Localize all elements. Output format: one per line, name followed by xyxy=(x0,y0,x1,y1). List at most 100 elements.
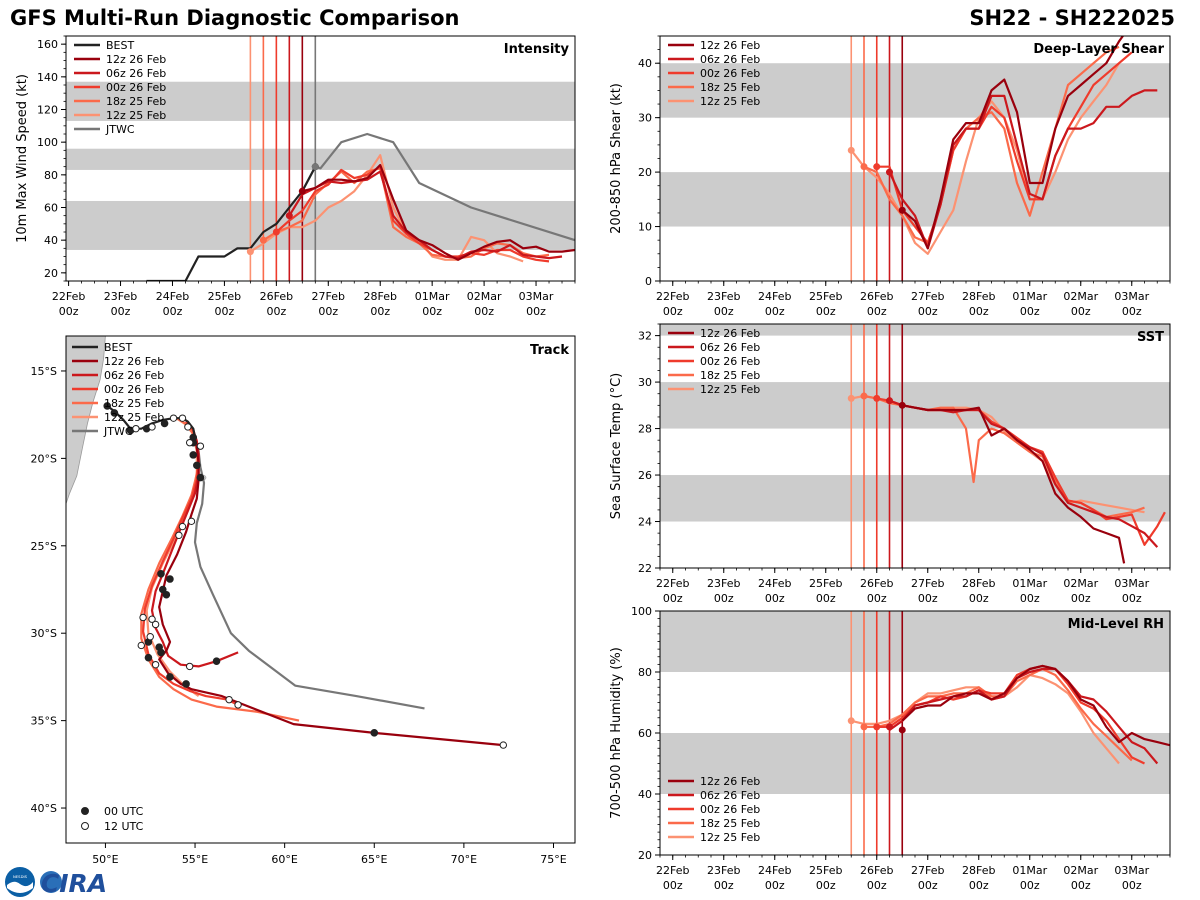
sst-xtick-label-hour: 00z xyxy=(1071,592,1091,605)
sst-plot-area xyxy=(660,324,1170,568)
sst-marker-00z-26-feb xyxy=(873,394,881,402)
intensity-band-1 xyxy=(66,148,575,170)
shear-marker-12z-26-feb xyxy=(898,206,906,214)
cira-logo: NESDIS CIRA xyxy=(5,867,107,898)
intensity-xtick-label-hour: 00z xyxy=(266,305,286,318)
shear-band-1 xyxy=(660,63,1170,118)
track-point-00utc xyxy=(189,451,198,459)
track-point-12utc xyxy=(185,438,194,447)
rh-series-12z-25-feb xyxy=(851,673,1120,765)
sst-ytick-label: 24 xyxy=(638,516,652,529)
sst-ytick-label: 28 xyxy=(638,423,652,436)
rh-plot-area xyxy=(660,611,1170,855)
track-point-12utc xyxy=(132,424,140,433)
sst-xtick-label-hour: 00z xyxy=(816,592,836,605)
rh-xtick-label-date: 23Feb xyxy=(707,864,740,877)
sst-ytick-label: 26 xyxy=(638,469,652,482)
track-xtick-label: 75°E xyxy=(540,853,566,866)
sst-xtick-label-date: 28Feb xyxy=(962,577,995,590)
track-legend-label-jtwc: JTWC xyxy=(103,425,133,438)
rh-series-12z-26-feb xyxy=(901,664,1170,747)
track-point-00utc xyxy=(157,648,165,657)
sst-band-0 xyxy=(660,475,1170,522)
track-point-12utc xyxy=(137,641,145,650)
intensity-xtick-label-date: 24Feb xyxy=(156,290,189,303)
intensity-ytick-label: 120 xyxy=(37,104,58,117)
sst-xtick-label-date: 23Feb xyxy=(707,577,740,590)
intensity-legend-label-18z-25-feb: 18z 25 Feb xyxy=(106,95,166,108)
track-point-12utc xyxy=(499,741,508,749)
track-point-12utc xyxy=(146,633,154,641)
shear-legend-label-12z-25-feb: 12z 25 Feb xyxy=(700,95,760,108)
sst-ytick-label: 30 xyxy=(638,376,652,389)
intensity-legend-label-best: BEST xyxy=(106,39,134,52)
sst-panel-title: SST xyxy=(1137,330,1164,345)
track-point-12utc xyxy=(178,414,187,422)
rh-panel-title: Mid-Level RH xyxy=(1068,617,1164,632)
track-point-00utc xyxy=(370,729,379,737)
shear-series-18z-25-feb xyxy=(863,45,1120,244)
shear-marker-06z-26-feb xyxy=(886,168,893,176)
track-point-00utc xyxy=(162,590,171,599)
track-marker-legend-00-utc xyxy=(81,807,89,815)
track-frame xyxy=(65,335,576,844)
sst-xtick-label-hour: 00z xyxy=(918,592,938,605)
track-marker-legend-12-utc xyxy=(81,822,89,830)
shear-xtick-label-hour: 00z xyxy=(1122,305,1142,318)
track-point-00utc xyxy=(196,473,205,482)
track-point-00utc xyxy=(166,673,174,681)
track-series-best xyxy=(106,405,197,438)
track-ytick-label: 15°S xyxy=(31,365,57,378)
intensity-ytick-label: 40 xyxy=(44,234,58,247)
rh-xtick-label-hour: 00z xyxy=(918,879,938,892)
rh-legend-label-06z-26-feb: 06z 26 Feb xyxy=(700,789,760,802)
intensity-legend-label-06z-26-feb: 06z 26 Feb xyxy=(106,67,166,80)
sst-legend-label-00z-26-feb: 00z 26 Feb xyxy=(700,355,760,368)
shear-xtick-label-date: 23Feb xyxy=(707,290,740,303)
sst-xtick-label-hour: 00z xyxy=(765,592,785,605)
shear-ytick-label: 20 xyxy=(638,166,652,179)
rh-xtick-label-hour: 00z xyxy=(663,879,683,892)
rh-xtick-label-date: 24Feb xyxy=(758,864,791,877)
rh-xtick-label-hour: 00z xyxy=(1071,879,1091,892)
rh-marker-00z-26-feb xyxy=(873,723,881,731)
shear-xtick-label-date: 01Mar xyxy=(1012,290,1047,303)
track-series-jtwc xyxy=(193,437,425,710)
track-point-00utc xyxy=(144,653,153,662)
track-point-00utc xyxy=(103,402,112,410)
shear-xtick-label-date: 25Feb xyxy=(809,290,842,303)
shear-legend-label-00z-26-feb: 00z 26 Feb xyxy=(700,67,760,80)
rh-series-06z-26-feb xyxy=(888,667,1159,765)
track-point-00utc xyxy=(110,409,119,417)
sst-xtick-label-hour: 00z xyxy=(969,592,989,605)
track-legend-label-06z-26-feb: 06z 26 Feb xyxy=(104,369,164,382)
rh-xtick-label-hour: 00z xyxy=(1122,879,1142,892)
intensity-ytick-label: 100 xyxy=(37,136,58,149)
intensity-xtick-label-date: 02Mar xyxy=(467,290,502,303)
intensity-panel-title: Intensity xyxy=(504,42,570,57)
storm-id-title: SH22 - SH222025 xyxy=(969,6,1175,30)
sst-xtick-label-date: 03Mar xyxy=(1114,577,1149,590)
shear-ytick-label: 30 xyxy=(638,112,652,125)
sst-xtick-label-hour: 00z xyxy=(1122,592,1142,605)
shear-xtick-label-hour: 00z xyxy=(867,305,887,318)
intensity-xtick-label-hour: 00z xyxy=(163,305,183,318)
sst-xtick-label-hour: 00z xyxy=(867,592,887,605)
track-point-12utc xyxy=(178,522,187,531)
sst-ylabel: Sea Surface Temp (°C) xyxy=(609,373,624,520)
rh-marker-18z-25-feb xyxy=(860,723,868,731)
shear-series-12z-26-feb xyxy=(901,36,1125,250)
rh-xtick-label-date: 25Feb xyxy=(809,864,842,877)
intensity-xtick-label-date: 28Feb xyxy=(363,290,396,303)
track-point-12utc xyxy=(148,423,156,431)
sst-xtick-label-date: 25Feb xyxy=(809,577,842,590)
track-point-00utc xyxy=(182,680,190,688)
sst-series-12z-26-feb xyxy=(902,404,1126,564)
intensity-xtick-label-hour: 00z xyxy=(526,305,546,318)
rh-legend-label-18z-25-feb: 18z 25 Feb xyxy=(700,817,760,830)
shear-legend-label-06z-26-feb: 06z 26 Feb xyxy=(700,53,760,66)
sst-legend-label-06z-26-feb: 06z 26 Feb xyxy=(700,341,760,354)
track-panel-title: Track xyxy=(530,343,569,358)
track-xtick-label: 55°E xyxy=(182,853,208,866)
track-point-12utc xyxy=(185,662,194,671)
